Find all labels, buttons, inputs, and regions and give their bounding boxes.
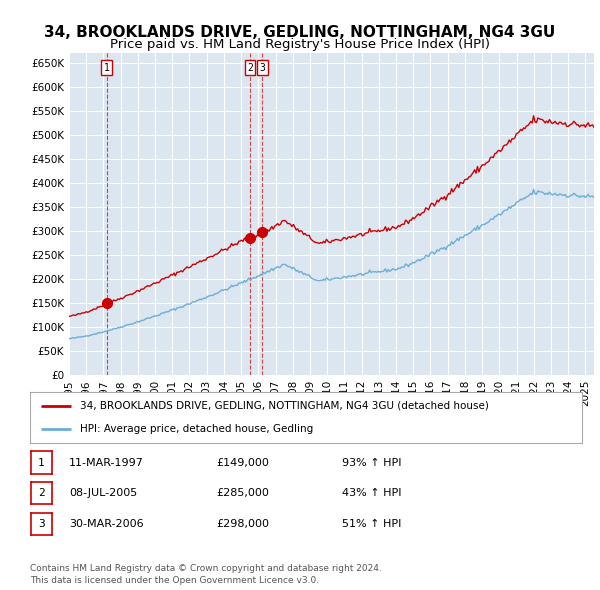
Text: 08-JUL-2005: 08-JUL-2005: [69, 489, 137, 498]
Text: 30-MAR-2006: 30-MAR-2006: [69, 519, 143, 529]
Text: £298,000: £298,000: [216, 519, 269, 529]
Text: HPI: Average price, detached house, Gedling: HPI: Average price, detached house, Gedl…: [80, 424, 313, 434]
Text: 3: 3: [38, 519, 45, 529]
Text: 3: 3: [260, 63, 265, 73]
Text: 34, BROOKLANDS DRIVE, GEDLING, NOTTINGHAM, NG4 3GU: 34, BROOKLANDS DRIVE, GEDLING, NOTTINGHA…: [44, 25, 556, 40]
Text: 11-MAR-1997: 11-MAR-1997: [69, 458, 144, 467]
Text: 1: 1: [104, 63, 110, 73]
Text: £285,000: £285,000: [216, 489, 269, 498]
Text: Contains HM Land Registry data © Crown copyright and database right 2024.
This d: Contains HM Land Registry data © Crown c…: [30, 564, 382, 585]
Text: 1: 1: [38, 458, 45, 467]
Text: £149,000: £149,000: [216, 458, 269, 467]
Text: 43% ↑ HPI: 43% ↑ HPI: [342, 489, 401, 498]
Text: 93% ↑ HPI: 93% ↑ HPI: [342, 458, 401, 467]
Text: 2: 2: [38, 489, 45, 498]
Text: 34, BROOKLANDS DRIVE, GEDLING, NOTTINGHAM, NG4 3GU (detached house): 34, BROOKLANDS DRIVE, GEDLING, NOTTINGHA…: [80, 401, 488, 411]
Text: Price paid vs. HM Land Registry's House Price Index (HPI): Price paid vs. HM Land Registry's House …: [110, 38, 490, 51]
Text: 51% ↑ HPI: 51% ↑ HPI: [342, 519, 401, 529]
Text: 2: 2: [247, 63, 253, 73]
